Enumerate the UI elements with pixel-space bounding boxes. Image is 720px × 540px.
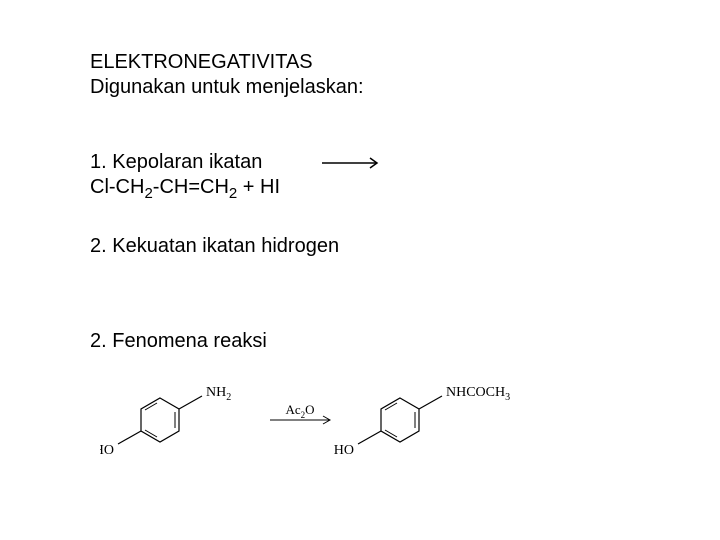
formula-sub-1: 2 [144, 185, 152, 202]
item-1-title: 1. Kepolaran ikatan [90, 150, 280, 175]
formula-sub-2: 2 [229, 185, 237, 202]
formula-prefix: Cl-CH [90, 176, 144, 198]
heading-line-2: Digunakan untuk menjelaskan: [90, 75, 364, 100]
item-1: 1. Kepolaran ikatan Cl-CH2-CH=CH2 + HI [90, 150, 280, 204]
item-2: 2. Kekuatan ikatan hidrogen [90, 235, 339, 258]
item-3: 2. Fenomena reaksi [90, 330, 267, 353]
reagent-label: Ac2O [285, 402, 314, 420]
item-3-title: 2. Fenomena reaksi [90, 330, 267, 352]
formula-suffix: + HI [237, 176, 280, 198]
right-bottom-label: HO [334, 443, 354, 458]
heading-block: ELEKTRONEGATIVITAS Digunakan untuk menje… [90, 50, 364, 100]
left-bottom-label: HO [100, 443, 114, 458]
reaction-diagram: NH2 HO Ac2O NHCOCH3 HO [100, 365, 560, 475]
formula-mid: -CH=CH [153, 176, 229, 198]
slide-page: ELEKTRONEGATIVITAS Digunakan untuk menje… [0, 0, 720, 540]
heading-line-1: ELEKTRONEGATIVITAS [90, 50, 364, 75]
item-2-title: 2. Kekuatan ikatan hidrogen [90, 235, 339, 257]
right-molecule: NHCOCH3 HO [334, 385, 510, 458]
left-top-label: NH2 [206, 385, 231, 403]
arrow-icon [320, 155, 390, 171]
reaction-arrow: Ac2O [270, 402, 330, 424]
right-top-label: NHCOCH3 [446, 385, 510, 403]
item-1-formula: Cl-CH2-CH=CH2 + HI [90, 175, 280, 204]
left-molecule: NH2 HO [100, 385, 231, 458]
